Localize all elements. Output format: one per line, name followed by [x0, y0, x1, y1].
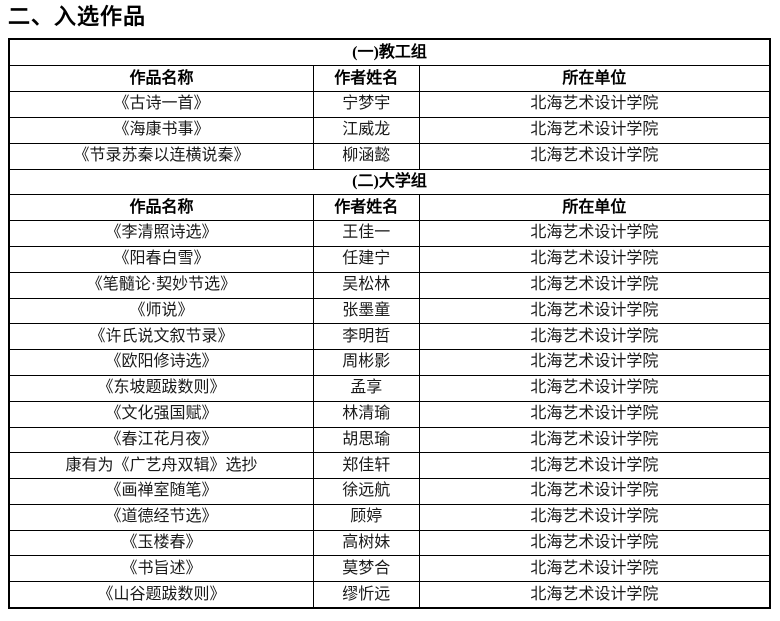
work-cell: 《海康书事》	[8, 116, 314, 144]
work-cell: 《道德经节选》	[8, 503, 314, 531]
table-row: 《李清照诗选》 王佳一 北海艺术设计学院	[8, 220, 771, 247]
work-cell: 《李清照诗选》	[8, 220, 314, 247]
column-header: 所在单位	[418, 194, 771, 222]
table-row: 《文化强国赋》 林清瑜 北海艺术设计学院	[8, 400, 771, 428]
author-cell: 高树妹	[312, 529, 420, 557]
table-row: 《古诗一首》 宁梦宇 北海艺术设计学院	[8, 91, 771, 118]
table-row: 《节录苏秦以连横说秦》 柳涵懿 北海艺术设计学院	[8, 142, 771, 170]
table-row: 《师说》 张墨童 北海艺术设计学院	[8, 297, 771, 325]
author-cell: 李明哲	[312, 323, 420, 351]
author-cell: 江威龙	[312, 116, 420, 144]
org-cell: 北海艺术设计学院	[418, 297, 771, 325]
work-cell: 《阳春白雪》	[8, 245, 314, 273]
table-row: 《阳春白雪》 任建宁 北海艺术设计学院	[8, 245, 771, 273]
org-cell: 北海艺术设计学院	[418, 503, 771, 531]
work-cell: 《东坡题跋数则》	[8, 374, 314, 402]
org-cell: 北海艺术设计学院	[418, 555, 771, 583]
org-cell: 北海艺术设计学院	[418, 426, 771, 454]
table-row: 《书旨述》 莫梦合 北海艺术设计学院	[8, 555, 771, 583]
author-cell: 王佳一	[312, 220, 420, 247]
org-cell: 北海艺术设计学院	[418, 400, 771, 428]
author-cell: 张墨童	[312, 297, 420, 325]
org-cell: 北海艺术设计学院	[418, 91, 771, 118]
work-cell: 《欧阳修诗选》	[8, 349, 314, 376]
org-cell: 北海艺术设计学院	[418, 245, 771, 273]
org-cell: 北海艺术设计学院	[418, 323, 771, 351]
work-cell: 《文化强国赋》	[8, 400, 314, 428]
table-row: 《道德经节选》 顾婷 北海艺术设计学院	[8, 503, 771, 531]
table-row: 《欧阳修诗选》 周彬影 北海艺术设计学院	[8, 349, 771, 376]
work-cell: 《山谷题跋数则》	[8, 581, 314, 609]
author-cell: 孟享	[312, 374, 420, 402]
table-row: 康有为《广艺舟双辑》选抄 郑佳轩 北海艺术设计学院	[8, 452, 771, 480]
author-cell: 缪忻远	[312, 581, 420, 609]
author-cell: 顾婷	[312, 503, 420, 531]
author-cell: 宁梦宇	[312, 91, 420, 118]
column-header: 所在单位	[418, 65, 771, 93]
table-row: 《春江花月夜》 胡思瑜 北海艺术设计学院	[8, 426, 771, 454]
work-cell: 《节录苏秦以连横说秦》	[8, 142, 314, 170]
work-cell: 《画禅室随笔》	[8, 478, 314, 505]
column-header-row: 作品名称 作者姓名 所在单位	[8, 65, 771, 93]
work-cell: 《许氏说文叙节录》	[8, 323, 314, 351]
author-cell: 莫梦合	[312, 555, 420, 583]
author-cell: 柳涵懿	[312, 142, 420, 170]
author-cell: 胡思瑜	[312, 426, 420, 454]
org-cell: 北海艺术设计学院	[418, 116, 771, 144]
section-header-row: (一)教工组	[8, 38, 771, 67]
author-cell: 郑佳轩	[312, 452, 420, 480]
column-header-row: 作品名称 作者姓名 所在单位	[8, 194, 771, 222]
work-cell: 《春江花月夜》	[8, 426, 314, 454]
org-cell: 北海艺术设计学院	[418, 581, 771, 609]
org-cell: 北海艺术设计学院	[418, 142, 771, 170]
column-header: 作者姓名	[312, 194, 420, 222]
section-title: (一)教工组	[8, 38, 771, 67]
org-cell: 北海艺术设计学院	[418, 452, 771, 480]
column-header: 作者姓名	[312, 65, 420, 93]
table-row: 《画禅室随笔》 徐远航 北海艺术设计学院	[8, 478, 771, 505]
table-row: 《笔髓论·契妙节选》 吴松林 北海艺术设计学院	[8, 271, 771, 299]
org-cell: 北海艺术设计学院	[418, 478, 771, 505]
table-row: 《玉楼春》 高树妹 北海艺术设计学院	[8, 529, 771, 557]
table-row: 《许氏说文叙节录》 李明哲 北海艺术设计学院	[8, 323, 771, 351]
author-cell: 周彬影	[312, 349, 420, 376]
org-cell: 北海艺术设计学院	[418, 374, 771, 402]
work-cell: 《师说》	[8, 297, 314, 325]
author-cell: 吴松林	[312, 271, 420, 299]
work-cell: 康有为《广艺舟双辑》选抄	[8, 452, 314, 480]
org-cell: 北海艺术设计学院	[418, 220, 771, 247]
work-cell: 《玉楼春》	[8, 529, 314, 557]
column-header: 作品名称	[8, 65, 314, 93]
section-header-row: (二)大学组	[8, 168, 771, 196]
entries-table: (一)教工组 作品名称 作者姓名 所在单位 《古诗一首》 宁梦宇 北海艺术设计学院 《海康书事…	[8, 38, 771, 610]
entries-table-body: (一)教工组 作品名称 作者姓名 所在单位 《古诗一首》 宁梦宇 北海艺术设计学院 《海康书事…	[8, 38, 771, 609]
work-cell: 《笔髓论·契妙节选》	[8, 271, 314, 299]
org-cell: 北海艺术设计学院	[418, 349, 771, 376]
column-header: 作品名称	[8, 194, 314, 222]
author-cell: 林清瑜	[312, 400, 420, 428]
author-cell: 任建宁	[312, 245, 420, 273]
author-cell: 徐远航	[312, 478, 420, 505]
org-cell: 北海艺术设计学院	[418, 271, 771, 299]
work-cell: 《书旨述》	[8, 555, 314, 583]
page-title: 二、入选作品	[8, 5, 147, 30]
org-cell: 北海艺术设计学院	[418, 529, 771, 557]
table-row: 《海康书事》 江威龙 北海艺术设计学院	[8, 116, 771, 144]
section-title: (二)大学组	[8, 168, 771, 196]
work-cell: 《古诗一首》	[8, 91, 314, 118]
table-row: 《山谷题跋数则》 缪忻远 北海艺术设计学院	[8, 581, 771, 609]
table-row: 《东坡题跋数则》 孟享 北海艺术设计学院	[8, 374, 771, 402]
